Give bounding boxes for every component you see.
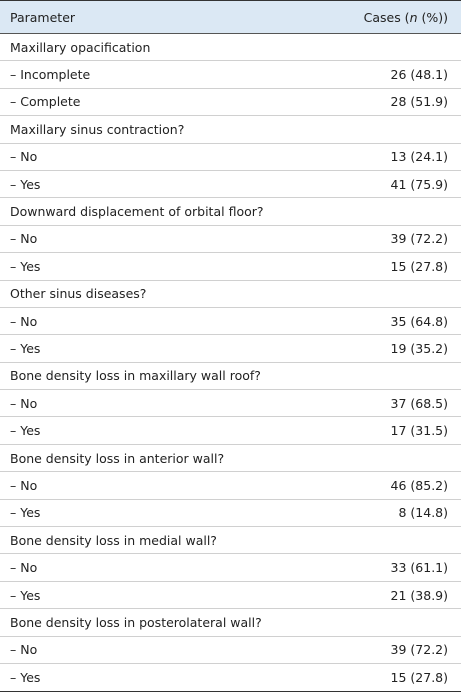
item-row: – Yes 15 (27.8) xyxy=(0,253,461,281)
item-row: – No 39 (72.2) xyxy=(0,637,461,664)
item-label: – No xyxy=(10,231,38,247)
header-text: Cases ( xyxy=(363,9,410,25)
item-value: 41 (75.9) xyxy=(390,176,448,192)
item-label: – Yes xyxy=(10,340,41,356)
item-row: – No 46 (85.2) xyxy=(0,472,461,500)
item-value: 39 (72.2) xyxy=(390,231,448,247)
group-row: Maxillary opacification xyxy=(0,34,461,62)
group-label: Bone density loss in medial wall? xyxy=(10,532,217,548)
item-value: 13 (24.1) xyxy=(390,149,448,165)
item-value: 37 (68.5) xyxy=(390,395,448,411)
item-row: – No 37 (68.5) xyxy=(0,390,461,418)
group-label: Bone density loss in anterior wall? xyxy=(10,450,225,466)
item-label: – Yes xyxy=(10,423,41,439)
item-label: – Yes xyxy=(10,505,41,521)
item-label: – No xyxy=(10,560,38,576)
item-row: – Yes 19 (35.2) xyxy=(0,335,461,363)
item-label: – No xyxy=(10,395,38,411)
item-row: – No 33 (61.1) xyxy=(0,554,461,582)
item-row: – Yes 41 (75.9) xyxy=(0,171,461,199)
item-row: – Yes 21 (38.9) xyxy=(0,582,461,610)
item-value: 28 (51.9) xyxy=(390,94,448,110)
item-label: – No xyxy=(10,149,38,165)
item-value: 46 (85.2) xyxy=(390,477,448,493)
group-label: Bone density loss in posterolateral wall… xyxy=(10,614,262,630)
group-label: Downward displacement of orbital floor? xyxy=(10,204,264,220)
group-label: Other sinus diseases? xyxy=(10,286,147,302)
item-value: 35 (64.8) xyxy=(390,313,448,329)
group-row: Bone density loss in maxillary wall roof… xyxy=(0,363,461,391)
item-value: 26 (48.1) xyxy=(390,67,448,83)
item-row: – Incomplete 26 (48.1) xyxy=(0,61,461,89)
group-row: Downward displacement of orbital floor? xyxy=(0,198,461,226)
header-cell: Parameter xyxy=(10,9,76,25)
item-row: – No 35 (64.8) xyxy=(0,308,461,336)
group-row: Other sinus diseases? xyxy=(0,281,461,308)
item-label: – Yes xyxy=(10,670,41,686)
item-label: – Complete xyxy=(10,94,81,110)
item-row: – No 13 (24.1) xyxy=(0,144,461,171)
item-value: 15 (27.8) xyxy=(390,670,448,686)
item-label: – Incomplete xyxy=(10,67,91,83)
item-value: 8 (14.8) xyxy=(398,505,448,521)
group-row: Bone density loss in medial wall? xyxy=(0,527,461,555)
group-label: Maxillary sinus contraction? xyxy=(10,121,185,137)
header-text: n xyxy=(409,9,418,25)
item-row: – Complete 28 (51.9) xyxy=(0,89,461,117)
header-row: Parameter Cases (n (%)) xyxy=(0,1,461,34)
group-row: Bone density loss in posterolateral wall… xyxy=(0,609,461,637)
item-label: – No xyxy=(10,477,38,493)
header-cell: Cases (n (%)) xyxy=(364,10,448,25)
group-label: Maxillary opacification xyxy=(10,39,151,55)
item-label: – Yes xyxy=(10,587,41,603)
group-row: Maxillary sinus contraction? xyxy=(0,116,461,144)
item-value: 21 (38.9) xyxy=(390,587,448,603)
item-value: 33 (61.1) xyxy=(390,560,448,576)
header-text: (%)) xyxy=(417,9,448,25)
item-value: 15 (27.8) xyxy=(390,258,448,274)
item-row: – Yes 15 (27.8) xyxy=(0,664,461,691)
item-label: – Yes xyxy=(10,176,41,192)
item-row: – Yes 17 (31.5) xyxy=(0,417,461,445)
group-label: Bone density loss in maxillary wall roof… xyxy=(10,368,261,384)
group-row: Bone density loss in anterior wall? xyxy=(0,445,461,473)
item-value: 39 (72.2) xyxy=(390,642,448,658)
item-value: 19 (35.2) xyxy=(390,340,448,356)
item-label: – No xyxy=(10,642,38,658)
item-row: – No 39 (72.2) xyxy=(0,226,461,254)
item-row: – Yes 8 (14.8) xyxy=(0,500,461,528)
item-label: – Yes xyxy=(10,258,41,274)
item-value: 17 (31.5) xyxy=(390,423,448,439)
item-label: – No xyxy=(10,313,38,329)
